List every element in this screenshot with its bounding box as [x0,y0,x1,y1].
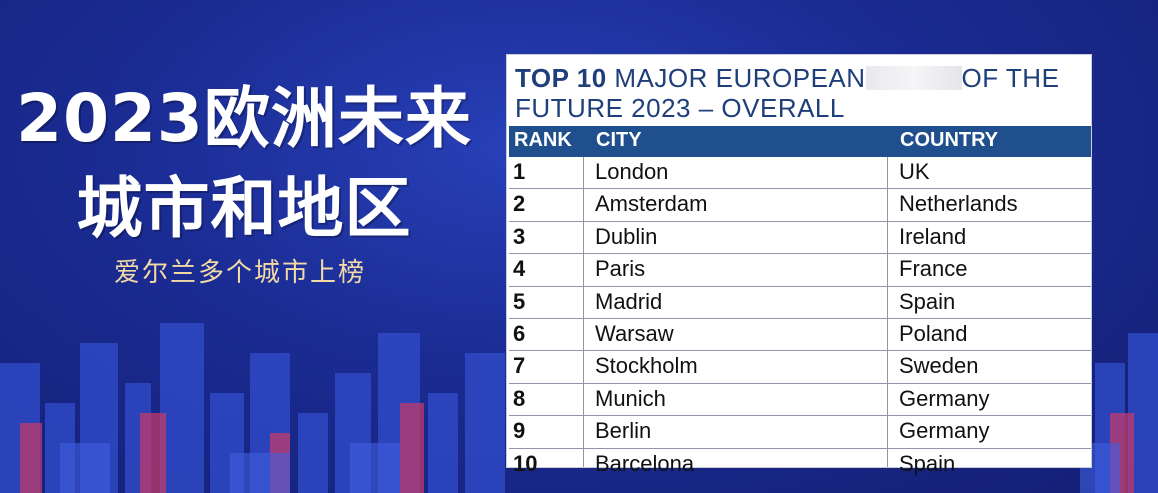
city-cell: London [595,159,669,184]
table-header: RANK CITY COUNTRY [509,126,1091,157]
headline-line-2: 城市和地区 [76,170,412,247]
table-row: 10 Barcelona Spain [509,449,1091,480]
country-cell: France [899,256,968,282]
country-cell: Sweden [899,353,979,379]
rank-cell: 6 [513,320,526,346]
table-row: 1 London UK [509,157,1091,190]
header-rank: RANK [514,129,572,151]
table-row: 4 Paris France [509,254,1091,287]
country-cell: Germany [899,385,990,411]
city-skyline-illustration [0,323,1158,493]
subtitle: 爱尔兰多个城市上榜 [113,258,366,288]
table-title-line-1-end: OF THE [961,63,1060,93]
headline: 2023欧洲未来 城市和地区 [14,74,474,254]
country-cell: Spain [899,288,956,314]
rank-cell: 5 [513,288,526,314]
rank-cell: 10 [513,450,538,476]
rank-cell: 1 [513,159,526,184]
blurred-word [865,66,962,90]
headline-line-1: 2023欧洲未来 [16,80,472,157]
country-cell: Germany [899,418,990,444]
table-row: 7 Stockholm Sweden [509,351,1091,384]
country-cell: UK [899,159,930,184]
table-row: 6 Warsaw Poland [509,319,1091,352]
city-cell: Munich [595,385,666,411]
city-cell: Madrid [595,288,663,314]
rank-cell: 8 [513,385,526,411]
table-row: 2 Amsterdam Netherlands [509,189,1091,222]
header-city: CITY [596,129,642,151]
rank-cell: 9 [513,418,526,444]
city-cell: Amsterdam [595,191,708,217]
country-cell: Poland [899,320,968,346]
table-title-line-2: FUTURE 2023 – OVERALL [515,93,845,123]
country-cell: Netherlands [899,191,1018,217]
table-title-bold: TOP 10 [515,63,607,93]
table-title-line-1: MAJOR EUROPEAN [614,63,866,93]
rank-cell: 3 [513,223,526,249]
table-title: TOP 10 MAJOR EUROPEAN OF THE FUTURE 2023 … [515,63,1085,123]
rank-cell: 4 [513,256,526,282]
table-row: 3 Dublin Ireland [509,222,1091,255]
country-cell: Spain [899,450,956,476]
city-cell: Dublin [595,223,658,249]
table-body: 1 London UK 2 Amsterdam Netherlands 3 Dublin I… [509,157,1091,480]
ranking-table-card: TOP 10 MAJOR EUROPEAN OF THE FUTURE 2023 … [506,54,1092,476]
city-cell: Barcelona [595,450,695,476]
column-divider [583,157,584,467]
table-row: 5 Madrid Spain [509,287,1091,319]
rank-cell: 7 [513,353,526,379]
table-row: 8 Munich Germany [509,384,1091,417]
column-divider [887,157,888,467]
city-cell: Warsaw [595,320,674,346]
city-cell: Berlin [595,418,652,444]
city-cell: Paris [595,256,646,282]
table-row: 9 Berlin Germany [509,416,1091,449]
city-cell: Stockholm [595,353,698,379]
country-cell: Ireland [899,223,967,249]
header-country: COUNTRY [900,129,999,151]
rank-cell: 2 [513,191,526,217]
